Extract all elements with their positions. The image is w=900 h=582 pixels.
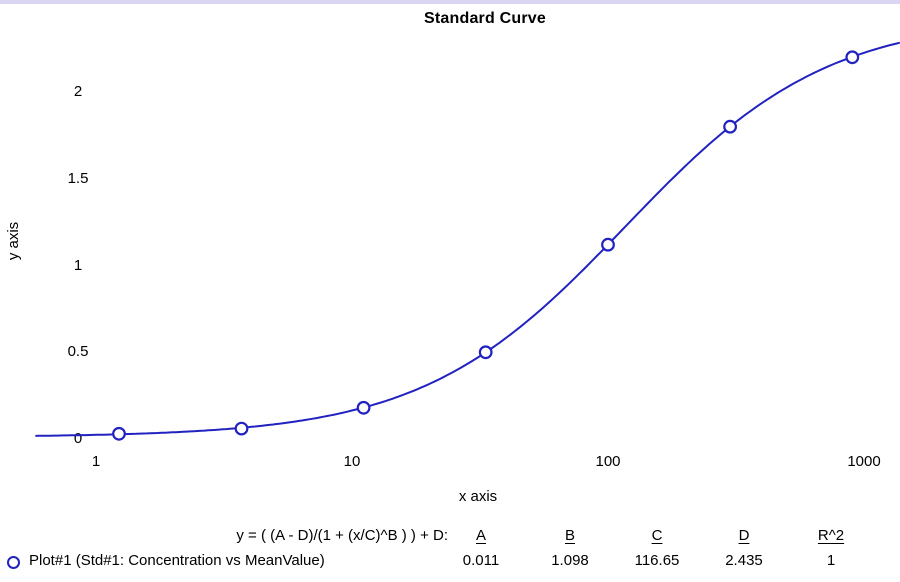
data-point-marker [723,119,737,134]
param-header-d: D [738,527,750,544]
y-axis-label: y axis [5,221,22,261]
y-tick-label: 0.5 [67,343,89,361]
data-point-marker [356,400,371,415]
window-edge-strip [0,0,900,4]
y-tick-label: 0 [73,430,83,447]
param-header-c: C [651,527,663,544]
legend-label: Plot#1 (Std#1: Concentration vs MeanValu… [29,552,325,569]
x-tick-label: 100 [595,453,621,470]
data-point-marker [601,237,615,252]
chart-title: Standard Curve [424,10,546,27]
y-tick-label: 1.5 [67,169,89,187]
param-value-a: 0.011 [462,552,500,569]
y-tick-label: 2 [73,83,83,100]
param-value-r2: 1 [826,552,836,569]
param-value-d: 2.435 [725,552,763,569]
data-point-marker [845,50,860,65]
fit-curve-line [35,41,900,437]
param-header-b: B [564,527,575,544]
x-tick-label: 1 [91,453,101,470]
x-axis-label: x axis [458,488,498,505]
param-header-r2: R^2 [817,527,845,544]
data-point-marker [478,345,493,360]
y-tick-label: 1 [73,256,83,274]
param-header-a: A [475,527,486,544]
param-value-b: 1.098 [551,552,589,569]
x-tick-label: 1000 [847,453,881,470]
data-point-marker [234,421,249,436]
param-value-c: 116.65 [634,552,680,569]
x-tick-label: 10 [343,453,361,470]
fit-equation: y = ( (A - D)/(1 + (x/C)^B ) ) + D: [236,527,448,544]
legend-marker-icon [7,556,20,569]
